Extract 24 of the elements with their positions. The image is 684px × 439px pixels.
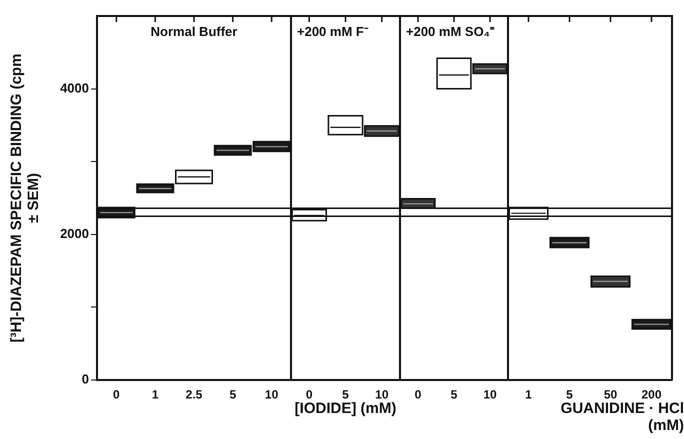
x-tick-label: 5	[342, 388, 350, 402]
x-tick-label: 2.5	[186, 388, 203, 402]
x-tick-label: 0	[306, 388, 313, 402]
x-axis-title: [IODIDE] (mM)	[294, 400, 398, 417]
x-tick-label: 200	[641, 388, 662, 402]
x-tick-label: 5	[566, 388, 574, 402]
y-tick-label: 4000	[60, 80, 89, 96]
x-axis-title: GUANIDINE · HCl (mM)	[560, 400, 684, 434]
x-tick-label: 50	[604, 388, 618, 402]
x-tick-label: 10	[264, 388, 279, 402]
x-tick-label: 0	[113, 388, 120, 402]
y-axis-title: [³H]-DIAZEPAM SPECIFIC BINDING (cpm ± SEM)	[8, 52, 43, 344]
x-tick-label: 5	[229, 388, 236, 402]
x-tick-label: 0	[414, 388, 422, 402]
y-tick-label: 2000	[60, 226, 89, 241]
text: +200 mM SO₄⁼	[406, 24, 495, 40]
x-tick-label: 1	[152, 388, 159, 402]
text: Normal Buffer	[150, 24, 238, 40]
x-tick-label: 10	[375, 388, 389, 402]
x-tick-label: 5	[450, 388, 458, 402]
text: +200 mM F⁻	[297, 24, 369, 40]
x-tick-label: 1	[525, 388, 532, 402]
y-tick-label: 0	[82, 372, 89, 387]
x-tick-label: 10	[483, 388, 497, 402]
